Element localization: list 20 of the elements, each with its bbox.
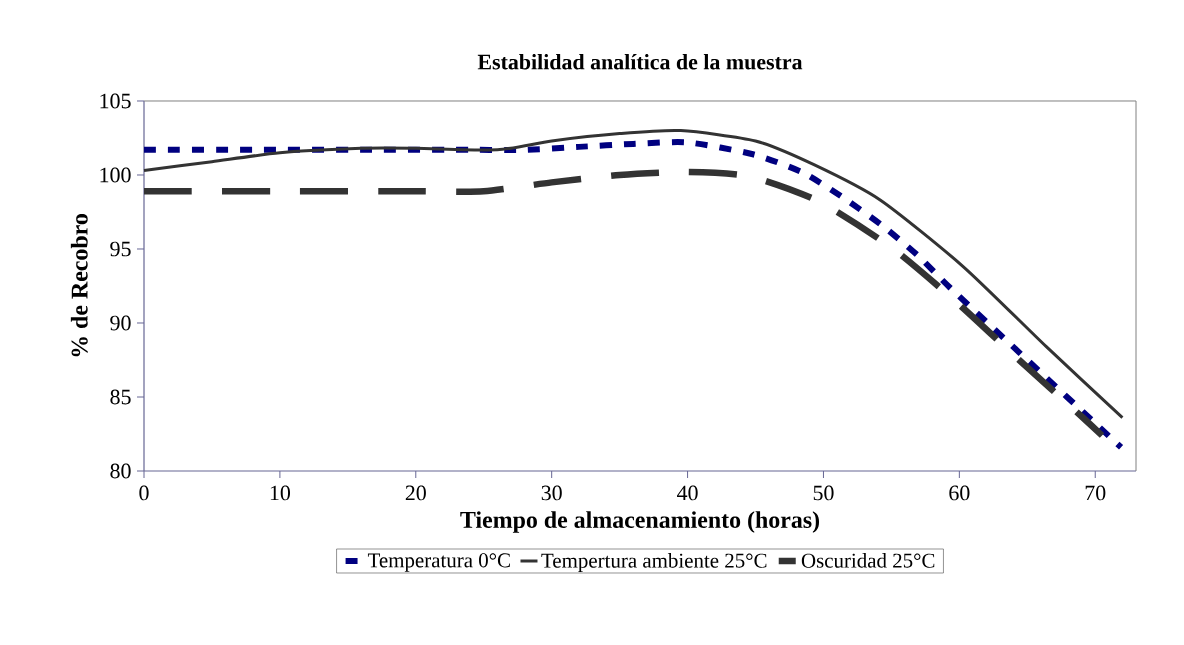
x-tick-label: 20: [405, 485, 426, 501]
x-tick-label: 60: [949, 485, 970, 501]
y-tick-label: 85: [110, 389, 131, 405]
legend-label: Oscuridad 25°C: [801, 553, 935, 568]
x-tick-label: 50: [813, 485, 834, 501]
legend-label: Tempertura ambiente 25°C: [541, 553, 767, 572]
x-tick-label: 0: [139, 485, 149, 501]
y-axis-title: % de Recobro: [70, 214, 88, 357]
x-tick-label: 30: [541, 485, 562, 501]
y-tick-label: 95: [110, 241, 131, 257]
x-tick-label: 10: [270, 485, 291, 501]
y-tick-label: 90: [110, 315, 131, 331]
y-tick-label: 100: [100, 167, 131, 183]
legend-label: Temperatura 0°C: [367, 553, 510, 572]
y-tick-label: 105: [100, 93, 131, 109]
x-tick-label: 40: [677, 485, 698, 501]
x-axis-title: Tiempo de almacenamiento (horas): [460, 511, 820, 533]
x-tick-label: 70: [1085, 485, 1106, 501]
y-tick-label: 80: [110, 463, 131, 479]
chart-title: Estabilidad analítica de la muestra: [477, 53, 803, 70]
